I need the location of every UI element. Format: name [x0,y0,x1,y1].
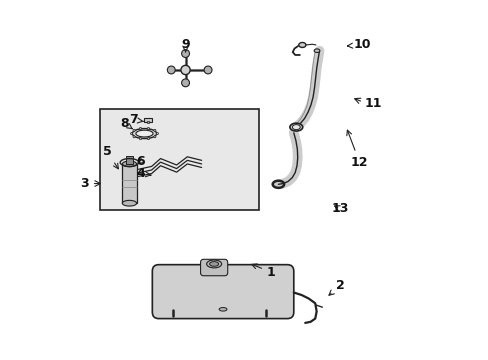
FancyBboxPatch shape [200,259,227,276]
Ellipse shape [122,201,136,206]
Text: 13: 13 [331,202,348,215]
Ellipse shape [313,49,319,53]
Text: 7: 7 [129,113,143,126]
Text: 10: 10 [347,39,370,51]
Ellipse shape [298,42,305,48]
Bar [100,109,258,210]
Bar [143,118,151,122]
Ellipse shape [209,262,218,266]
Text: 4: 4 [136,167,151,180]
Circle shape [133,136,135,138]
Ellipse shape [289,123,302,131]
Bar [146,121,148,123]
Circle shape [139,127,142,130]
Circle shape [203,66,212,74]
Circle shape [147,127,149,130]
Circle shape [167,66,175,74]
Ellipse shape [206,260,221,268]
Circle shape [181,79,189,87]
Circle shape [154,136,156,138]
Circle shape [181,50,189,58]
Bar [126,157,132,163]
Text: 9: 9 [181,39,189,51]
Ellipse shape [132,129,156,139]
Ellipse shape [219,307,226,311]
Text: 1: 1 [251,264,275,279]
Ellipse shape [136,130,153,137]
Text: 3: 3 [80,177,89,190]
Circle shape [154,129,156,131]
Circle shape [139,138,142,140]
Circle shape [130,132,132,135]
FancyBboxPatch shape [152,265,293,319]
Bar [122,164,136,203]
Text: 12: 12 [346,130,367,168]
Ellipse shape [292,125,300,130]
Ellipse shape [181,65,190,75]
Circle shape [147,138,149,140]
Text: 11: 11 [364,97,381,110]
Text: 5: 5 [102,145,118,169]
Ellipse shape [122,161,136,167]
Text: 6: 6 [136,155,145,168]
Circle shape [133,129,135,131]
Text: 8: 8 [120,117,132,130]
Text: 2: 2 [328,279,344,295]
Circle shape [156,132,158,135]
